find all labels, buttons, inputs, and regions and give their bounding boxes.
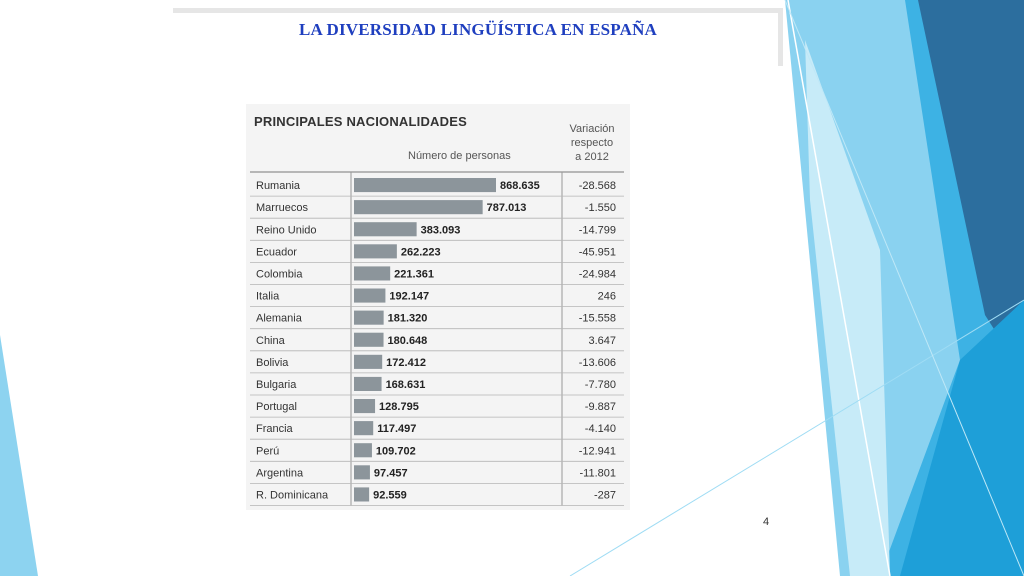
- bar: [354, 200, 483, 215]
- bar-value-label: 868.635: [500, 180, 540, 192]
- change-value: -287: [594, 489, 616, 501]
- category-label: Perú: [256, 445, 279, 457]
- decor-right-bottom-panel: [900, 300, 1024, 576]
- bar: [354, 288, 386, 303]
- decor-pale-panel: [805, 40, 890, 576]
- category-label: Italia: [256, 291, 280, 303]
- change-value: -14.799: [579, 224, 616, 236]
- change-column-label: Variación respecto a 2012: [569, 123, 615, 163]
- bar-value-label: 172.412: [386, 357, 426, 369]
- value-column-label: Número de personas: [408, 150, 511, 162]
- bar: [354, 310, 384, 325]
- category-label: China: [256, 335, 286, 347]
- bar-value-label: 221.361: [394, 268, 434, 280]
- bar: [354, 399, 376, 414]
- category-label: Francia: [256, 423, 294, 435]
- change-value: -1.550: [585, 202, 616, 214]
- decor-thin-line-1: [787, 0, 891, 576]
- change-value: -12.941: [579, 445, 616, 457]
- bar: [354, 443, 372, 458]
- change-value: -9.887: [585, 401, 616, 413]
- bar-value-label: 787.013: [487, 202, 527, 214]
- change-value: 3.647: [588, 335, 616, 347]
- bar-chart: Rumania 868.635 -28.568 Marruecos 787.013 -1.…: [250, 171, 624, 506]
- bar: [354, 244, 397, 259]
- decor-right-dark-panel: [918, 0, 1024, 376]
- bar-value-label: 92.559: [373, 489, 407, 501]
- category-label: Bolivia: [256, 357, 289, 369]
- bar-value-label: 97.457: [374, 467, 408, 479]
- bar-value-label: 180.648: [388, 335, 428, 347]
- category-label: Ecuador: [256, 246, 297, 258]
- decor-left-triangle: [0, 335, 38, 576]
- bar: [354, 266, 391, 281]
- change-value: -28.568: [579, 180, 616, 192]
- bar: [354, 487, 370, 502]
- bar: [354, 178, 496, 193]
- bar-value-label: 128.795: [379, 401, 419, 413]
- change-value: 246: [598, 291, 616, 303]
- bar: [354, 376, 382, 391]
- bar-value-label: 109.702: [376, 445, 416, 457]
- category-label: Portugal: [256, 401, 297, 413]
- change-value: -7.780: [585, 379, 616, 391]
- change-value: -13.606: [579, 357, 616, 369]
- decor-thin-line-3: [784, 0, 1024, 576]
- category-label: Colombia: [256, 268, 303, 280]
- bar: [354, 332, 384, 347]
- change-value: -24.984: [579, 268, 616, 280]
- bar-value-label: 117.497: [377, 423, 416, 435]
- change-value: -15.558: [579, 313, 616, 325]
- change-value: -4.140: [585, 423, 616, 435]
- category-label: Marruecos: [256, 202, 308, 214]
- nationalities-infographic: PRINCIPALES NACIONALIDADES Número de per…: [246, 104, 630, 510]
- bar: [354, 354, 383, 369]
- bar: [354, 421, 374, 436]
- bar-value-label: 181.320: [388, 313, 428, 325]
- category-label: Reino Unido: [256, 224, 317, 236]
- change-value: -11.801: [580, 467, 617, 479]
- bar-value-label: 168.631: [386, 379, 426, 391]
- bar-value-label: 262.223: [401, 246, 441, 258]
- category-label: Bulgaria: [256, 379, 297, 391]
- decor-thin-line-2: [569, 299, 1024, 576]
- chart-title: PRINCIPALES NACIONALIDADES: [254, 114, 467, 129]
- category-label: Rumania: [256, 180, 301, 192]
- bar-value-label: 192.147: [389, 291, 429, 303]
- bar-value-label: 383.093: [421, 224, 461, 236]
- category-label: Argentina: [256, 467, 304, 479]
- category-label: Alemania: [256, 313, 303, 325]
- change-value: -45.951: [579, 246, 616, 258]
- bar: [354, 222, 417, 237]
- bar: [354, 465, 370, 480]
- slide-title: LA DIVERSIDAD LINGÜÍSTICA EN ESPAÑA: [298, 20, 658, 39]
- title-frame: [173, 8, 783, 66]
- page-number: 4: [763, 516, 770, 528]
- category-label: R. Dominicana: [256, 489, 329, 501]
